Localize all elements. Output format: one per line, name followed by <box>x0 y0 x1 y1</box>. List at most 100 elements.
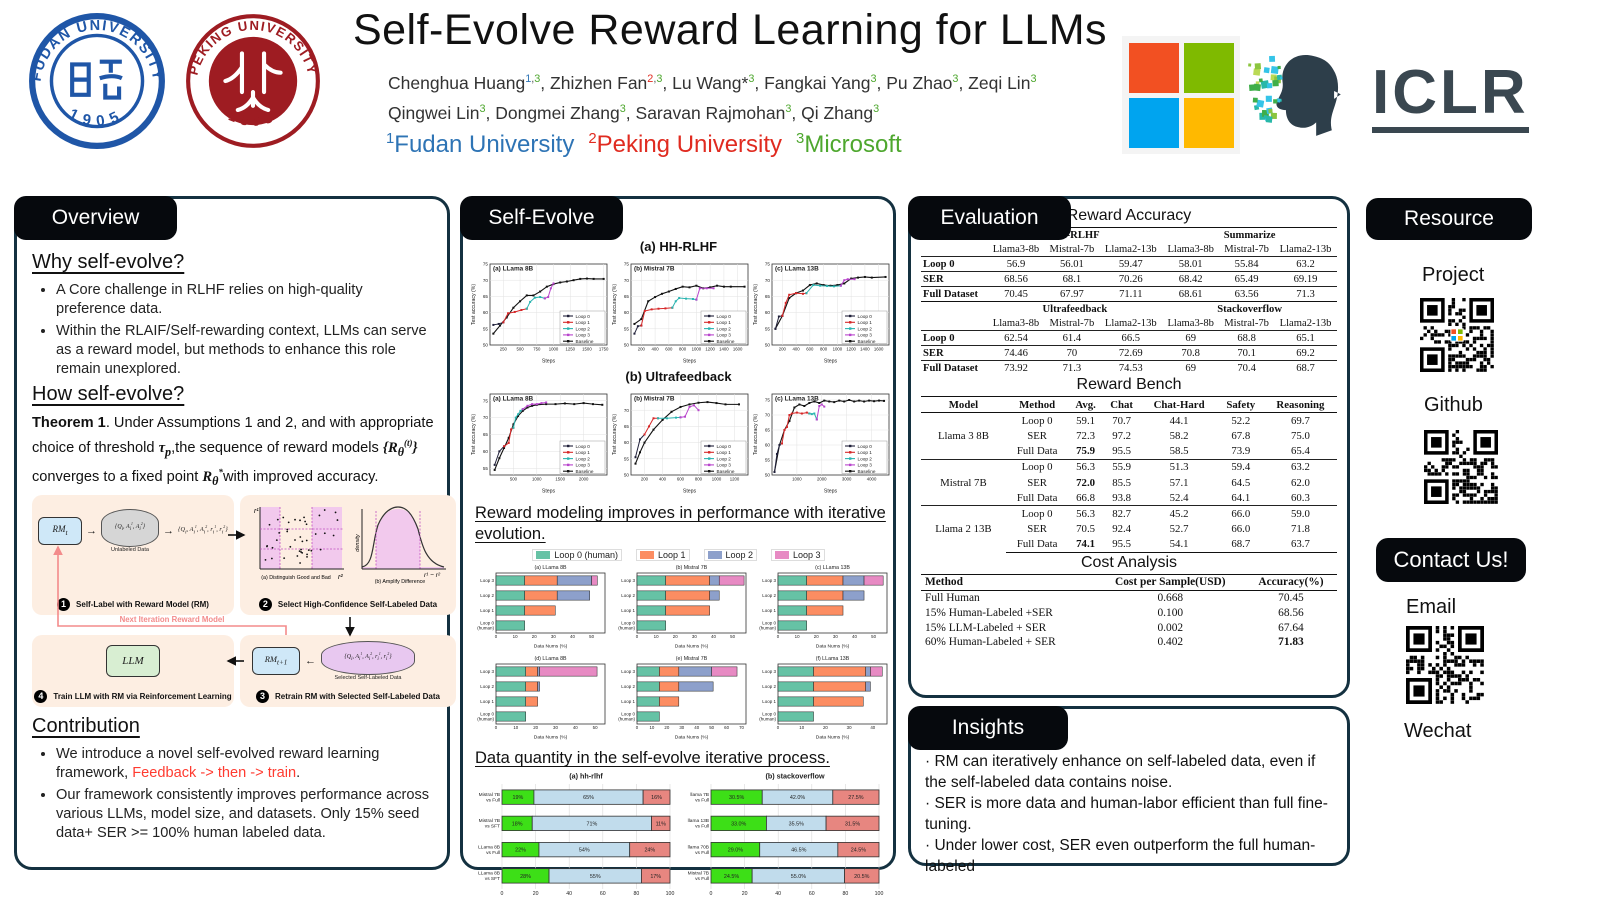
table-cell: 70.4 <box>1219 360 1275 375</box>
svg-text:30: 30 <box>847 725 852 730</box>
svg-text:Loop 3: Loop 3 <box>762 578 776 583</box>
svg-text:Loop 0: Loop 0 <box>480 621 494 626</box>
svg-text:50: 50 <box>589 634 594 639</box>
evaluation-panel: Evaluation Reward Accuracy HH-RLHF Summar… <box>908 196 1350 698</box>
table-cell: 56.3 <box>1068 505 1103 522</box>
svg-text:vs SFT: vs SFT <box>485 824 500 830</box>
table-cell: 68.56 <box>987 271 1045 287</box>
svg-text:0: 0 <box>636 634 639 639</box>
svg-text:65%: 65% <box>583 795 594 801</box>
author-name: Qingwei Lin <box>388 102 480 123</box>
svg-text:Loop 3: Loop 3 <box>576 463 591 468</box>
svg-text:28%: 28% <box>520 874 531 880</box>
svg-text:0: 0 <box>495 634 498 639</box>
table-cell: 51.3 <box>1140 458 1218 475</box>
table-cell: 71.3 <box>1044 360 1100 375</box>
table-cell: 63.7 <box>1263 536 1337 553</box>
author-list: Chenghua Huang1,3, Zhizhen Fan2,3, Lu Wa… <box>388 66 1148 126</box>
table-cell: 72.0 <box>1076 476 1096 489</box>
svg-text:0: 0 <box>777 725 780 730</box>
svg-text:3000: 3000 <box>842 477 852 482</box>
svg-text:Loop 2: Loop 2 <box>717 326 732 331</box>
table-cell: 68.1 <box>1044 271 1100 287</box>
column-header: Llama2-13b <box>1104 317 1157 329</box>
stacked-bar-llama13b-f: 0 10 20 30 40 Data Nums (%) (f) LLama 13B Loop … <box>751 654 892 745</box>
qr-code-svg <box>1420 298 1494 372</box>
table-cell: 0.002 <box>1157 621 1184 634</box>
table-cell: 69.19 <box>1274 271 1337 287</box>
svg-text:(human): (human) <box>477 717 494 722</box>
table-cell: 44.1 <box>1169 414 1189 427</box>
column-header: Safety <box>1217 395 1264 414</box>
svg-text:200: 200 <box>641 477 649 482</box>
table-row: 15% LLM-Labeled + SER 0.002 67.64 <box>921 620 1337 635</box>
author-name: Saravan Rajmohan <box>635 102 786 123</box>
hh-rlhf-group-title: (a) HH-RLHF <box>639 239 718 254</box>
svg-text:70: 70 <box>483 278 489 283</box>
svg-text:(b) Mistral 7B: (b) Mistral 7B <box>634 266 675 273</box>
svg-text:r²: r² <box>338 574 343 581</box>
reward-model-node: RMt <box>38 516 82 545</box>
table-cell: 66.0 <box>1231 523 1251 536</box>
svg-text:10: 10 <box>513 634 518 639</box>
table-cell: 58.5 <box>1169 445 1189 458</box>
svg-text:60: 60 <box>765 310 771 315</box>
column-header: Mistral-7b <box>1049 317 1095 329</box>
svg-text:1500: 1500 <box>582 347 592 352</box>
svg-text:30: 30 <box>692 634 697 639</box>
svg-text:Loop 0: Loop 0 <box>621 621 635 626</box>
svg-text:Loop 0: Loop 0 <box>576 444 591 449</box>
svg-text:Baseline: Baseline <box>858 339 876 344</box>
svg-text:50: 50 <box>709 725 714 730</box>
svg-text:70: 70 <box>765 278 771 283</box>
svg-text:70: 70 <box>624 278 630 283</box>
unlabeled-data-caption: Unlabeled Data <box>111 546 149 553</box>
svg-text:Data Nums (%): Data Nums (%) <box>534 644 568 650</box>
svg-text:Loop 3: Loop 3 <box>717 333 732 338</box>
svg-text:16%: 16% <box>651 795 662 801</box>
column-header: Accuracy(%) <box>1244 573 1337 591</box>
table-cell: 93.8 <box>1112 491 1132 504</box>
svg-text:55: 55 <box>765 326 771 331</box>
overview-pill-label: Overview <box>51 206 140 229</box>
table-cell: 70.7 <box>1112 414 1132 427</box>
table-cell: 0.402 <box>1157 636 1184 649</box>
table-cell: 74.53 <box>1099 360 1163 375</box>
svg-text:50: 50 <box>624 473 630 478</box>
svg-text:(c) LLama 13B: (c) LLama 13B <box>775 266 819 273</box>
svg-text:70: 70 <box>739 725 744 730</box>
svg-text:Data Nums (%): Data Nums (%) <box>675 644 709 650</box>
table-row: SER 74.46 70 72.69 70.8 70.1 69.2 <box>921 345 1337 361</box>
table-row: Model Method Avg. Chat Chat-Hard Safety Reason… <box>921 395 1337 414</box>
stacked-bar-svg: 0 10 20 30 40 50 Data Nums (%) (b) Mistral 7B Lo… <box>618 565 747 650</box>
svg-text:Baseline: Baseline <box>576 469 594 474</box>
svg-text:29.0%: 29.0% <box>728 848 743 854</box>
svg-text:Test accuracy (%): Test accuracy (%) <box>753 284 759 325</box>
svg-text:75: 75 <box>765 262 771 267</box>
line-chart-svg: 50 55 60 65 70 75 1000 2000 3000 4000 Steps Test ac… <box>753 393 890 495</box>
table-row: Llama3-8b Mistral-7b Llama2-13b Llama3-8b Mi… <box>921 316 1337 331</box>
svg-text:27.5%: 27.5% <box>849 795 864 801</box>
diagram-step2-box: r¹ r² (a) Distinguish Good and Bad densi… <box>240 494 456 615</box>
svg-text:65: 65 <box>483 432 489 437</box>
table-cell: 15% LLM-Labeled + SER <box>925 621 1047 634</box>
svg-text:vs Full: vs Full <box>695 797 709 803</box>
column-header: Llama2-13b <box>1104 243 1157 255</box>
svg-text:Loop 3: Loop 3 <box>621 578 635 583</box>
overview-pill: Overview <box>14 196 177 240</box>
table-row: Mistral 7B Loop 0 56.3 55.9 51.3 59.4 63.2 <box>921 458 1337 506</box>
why-bullet: A Core challenge in RLHF relies on high-… <box>56 281 434 319</box>
table-cell: 56.9 <box>987 256 1045 272</box>
svg-text:60: 60 <box>624 440 630 445</box>
svg-text:Loop 1: Loop 1 <box>717 320 732 325</box>
column-header: Chat-Hard <box>1140 395 1218 414</box>
svg-text:Steps: Steps <box>542 359 556 365</box>
table-cell: 72.3 <box>1076 429 1096 442</box>
line-chart-svg: 50 55 60 65 70 75 200 400 600 800 1000 1200 1400 1600… <box>612 262 749 365</box>
table-cell: 54.1 <box>1140 536 1218 553</box>
svg-text:20: 20 <box>673 634 678 639</box>
table-cell: 55.84 <box>1219 256 1275 272</box>
group-header: Ultrafeedback <box>987 301 1163 316</box>
table-cell: 64.5 <box>1231 476 1251 489</box>
column-header: Cost per Sample(USD) <box>1095 573 1245 591</box>
